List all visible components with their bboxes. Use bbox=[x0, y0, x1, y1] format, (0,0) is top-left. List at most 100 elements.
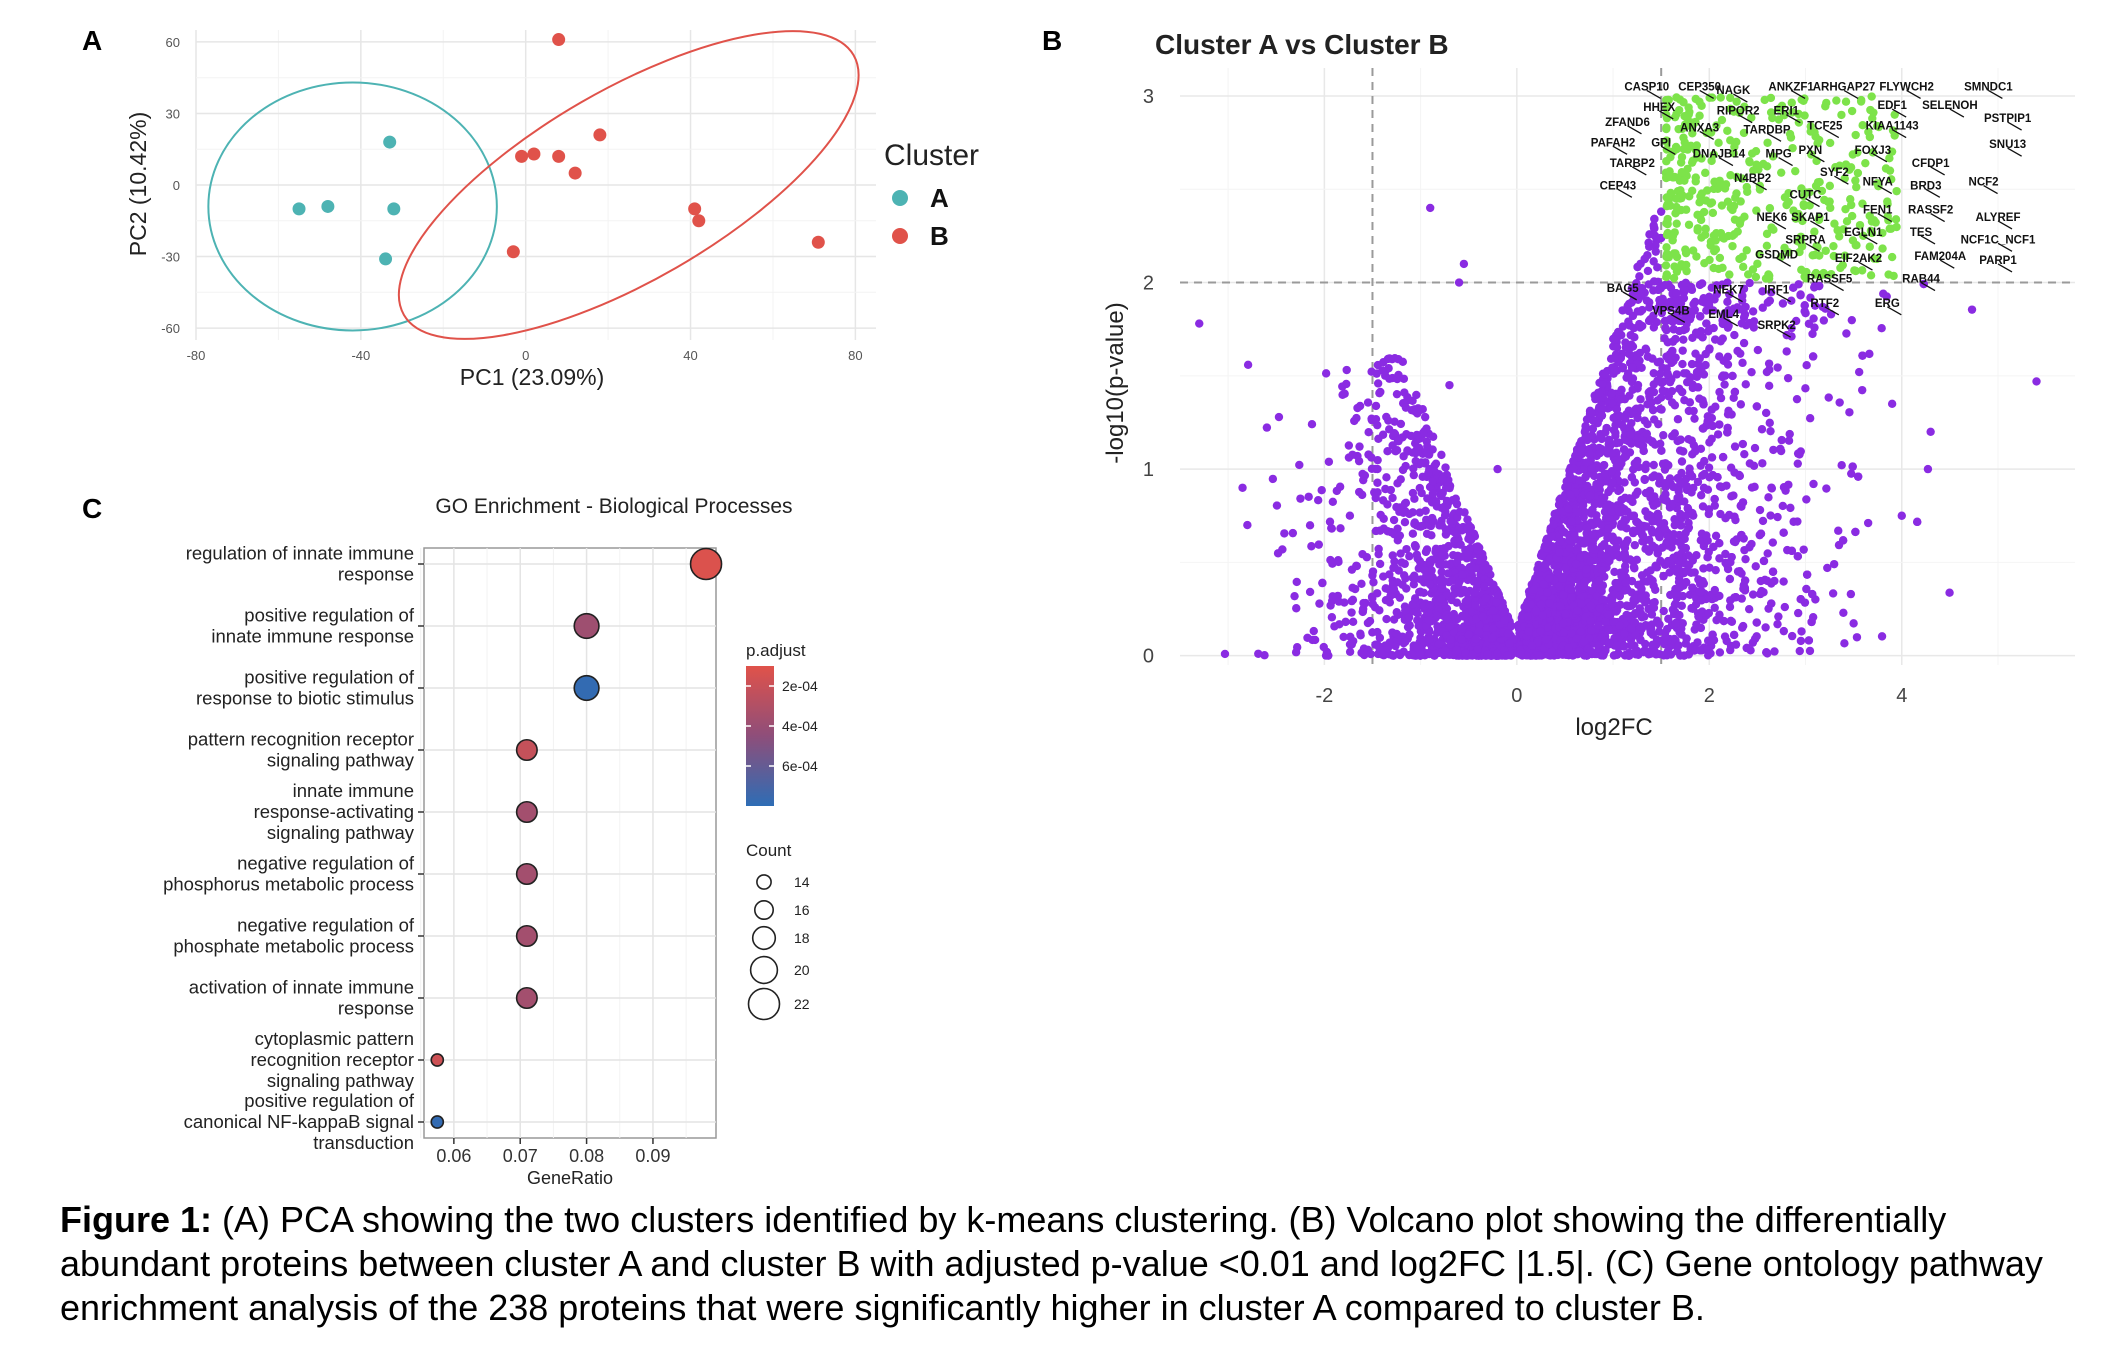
volcano-point bbox=[1291, 648, 1301, 657]
volcano-point bbox=[1481, 623, 1491, 632]
volcano-point bbox=[1421, 547, 1431, 557]
volcano-point bbox=[1371, 414, 1381, 424]
volcano-point bbox=[1848, 462, 1857, 471]
pca-legend-label-b: B bbox=[930, 221, 949, 251]
volcano-point-significant bbox=[1841, 97, 1851, 106]
volcano-point-significant bbox=[1684, 103, 1693, 112]
volcano-point bbox=[1623, 372, 1633, 381]
volcano-point bbox=[1382, 473, 1391, 482]
volcano-point bbox=[1604, 524, 1613, 534]
volcano-point bbox=[1645, 316, 1654, 325]
pca-legend-key-a bbox=[892, 190, 908, 206]
volcano-point bbox=[1571, 559, 1581, 569]
volcano-point bbox=[1688, 509, 1697, 518]
volcano-point bbox=[1669, 356, 1678, 366]
volcano-point bbox=[1492, 598, 1501, 607]
volcano-point-significant bbox=[1791, 166, 1800, 176]
volcano-point-significant bbox=[1825, 181, 1835, 191]
volcano-point bbox=[1588, 506, 1597, 515]
volcano-point bbox=[1601, 617, 1610, 626]
volcano-point bbox=[1692, 620, 1701, 629]
volcano-point bbox=[1823, 563, 1832, 573]
volcano-point bbox=[1437, 594, 1446, 604]
volcano-point bbox=[1673, 493, 1682, 503]
volcano-point bbox=[1315, 599, 1324, 608]
volcano-point bbox=[1703, 552, 1712, 562]
volcano-point bbox=[1675, 583, 1684, 592]
volcano-point bbox=[1683, 378, 1692, 387]
volcano-point-significant bbox=[1858, 121, 1867, 130]
volcano-point bbox=[1573, 606, 1582, 615]
volcano-point bbox=[1321, 369, 1331, 378]
volcano-point bbox=[1625, 494, 1634, 503]
volcano-point bbox=[1561, 609, 1570, 619]
volcano-point bbox=[1633, 262, 1642, 272]
volcano-point bbox=[1359, 598, 1368, 608]
volcano-point bbox=[1358, 607, 1367, 617]
volcano-point bbox=[1787, 323, 1796, 333]
volcano-point bbox=[1427, 531, 1436, 540]
volcano-point bbox=[1793, 608, 1803, 618]
volcano-point bbox=[1400, 517, 1410, 527]
volcano-point bbox=[1685, 398, 1695, 407]
volcano-point bbox=[1945, 588, 1954, 597]
volcano-point bbox=[1726, 645, 1735, 655]
volcano-point bbox=[1542, 623, 1552, 632]
volcano-point bbox=[1627, 418, 1636, 428]
volcano-point-significant bbox=[1717, 115, 1727, 125]
volcano-point bbox=[1586, 646, 1595, 655]
volcano-point bbox=[1748, 307, 1758, 316]
volcano-point-significant bbox=[1672, 93, 1681, 102]
volcano-point bbox=[1575, 647, 1584, 656]
volcano-point bbox=[1810, 301, 1820, 310]
volcano-point bbox=[1804, 319, 1814, 328]
volcano-point bbox=[1461, 649, 1470, 658]
volcano-point bbox=[1747, 367, 1756, 377]
volcano-point bbox=[1618, 322, 1628, 331]
volcano-point bbox=[1704, 327, 1713, 336]
volcano-point bbox=[1416, 405, 1425, 415]
volcano-point bbox=[1408, 488, 1418, 498]
volcano-point-significant bbox=[1701, 168, 1710, 178]
volcano-point bbox=[1637, 593, 1646, 603]
volcano-point bbox=[1677, 457, 1687, 466]
volcano-point bbox=[1608, 478, 1617, 487]
volcano-point bbox=[1355, 442, 1364, 451]
volcano-point bbox=[1612, 405, 1622, 414]
volcano-point-significant bbox=[1714, 138, 1723, 148]
volcano-point bbox=[1399, 571, 1409, 580]
volcano-point bbox=[1797, 627, 1806, 636]
volcano-point bbox=[1350, 584, 1360, 594]
volcano-point bbox=[1585, 491, 1595, 501]
volcano-point bbox=[1473, 645, 1482, 654]
volcano-point bbox=[1446, 516, 1455, 526]
volcano-point bbox=[1707, 453, 1717, 462]
volcano-point-significant bbox=[1736, 197, 1745, 206]
volcano-point bbox=[1604, 625, 1614, 634]
volcano-point bbox=[1658, 543, 1667, 552]
volcano-point bbox=[1392, 502, 1401, 512]
volcano-point bbox=[1341, 617, 1350, 627]
volcano-point bbox=[1767, 599, 1776, 608]
volcano-point bbox=[1685, 314, 1695, 324]
volcano-point bbox=[1763, 549, 1772, 558]
volcano-point bbox=[1675, 611, 1684, 620]
volcano-point bbox=[1768, 538, 1778, 547]
volcano-point bbox=[1863, 518, 1873, 528]
volcano-point bbox=[1748, 590, 1758, 599]
volcano-point bbox=[1664, 280, 1673, 289]
volcano-point bbox=[1725, 602, 1735, 612]
volcano-point bbox=[1541, 635, 1551, 644]
volcano-point bbox=[1800, 307, 1809, 316]
volcano-point bbox=[1660, 479, 1670, 488]
volcano-point bbox=[1344, 441, 1354, 450]
volcano-point-significant bbox=[1826, 269, 1836, 279]
volcano-point bbox=[1694, 612, 1703, 621]
volcano-point bbox=[1690, 306, 1699, 315]
volcano-point bbox=[1787, 296, 1796, 305]
volcano-point-significant bbox=[1795, 247, 1804, 257]
volcano-point bbox=[1612, 606, 1621, 615]
volcano-point bbox=[1292, 577, 1301, 587]
volcano-point bbox=[1422, 571, 1431, 580]
